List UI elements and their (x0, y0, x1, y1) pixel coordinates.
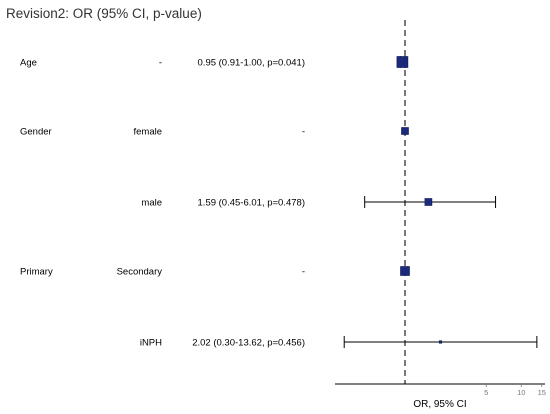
or-marker (424, 198, 433, 206)
row-estimate-label: - (302, 127, 305, 138)
x-ticks-layer: 5 10 15 (484, 384, 546, 397)
rows-layer: Age - 0.95 (0.91-1.00, p=0.041) Gender femal… (20, 58, 305, 349)
row-estimate-label: 0.95 (0.91-1.00, p=0.041) (198, 58, 305, 69)
row-level-label: Secondary (117, 267, 163, 278)
or-marker (401, 127, 409, 135)
x-tick-label: 5 (484, 388, 488, 397)
row-variable-label: Primary (20, 267, 53, 278)
x-tick-label: 15 (538, 388, 546, 397)
row-level-label: iNPH (140, 338, 162, 349)
row-estimate-label: - (302, 267, 305, 278)
or-marker (400, 266, 410, 276)
marks-layer (343, 56, 538, 348)
or-marker (438, 340, 443, 344)
row-level-label: - (159, 58, 162, 69)
row-variable-label: Age (20, 58, 37, 69)
or-marker (396, 56, 409, 68)
x-axis-title: OR, 95% CI (413, 399, 466, 410)
row-estimate-label: 1.59 (0.45-6.01, p=0.478) (198, 198, 305, 209)
row-estimate-label: 2.02 (0.30-13.62, p=0.456) (192, 338, 305, 349)
row-level-label: female (133, 127, 162, 138)
chart-title: Revision2: OR (95% CI, p-value) (6, 6, 202, 21)
x-tick-label: 10 (517, 388, 525, 397)
row-variable-label: Gender (20, 127, 52, 138)
row-level-label: male (141, 198, 162, 209)
